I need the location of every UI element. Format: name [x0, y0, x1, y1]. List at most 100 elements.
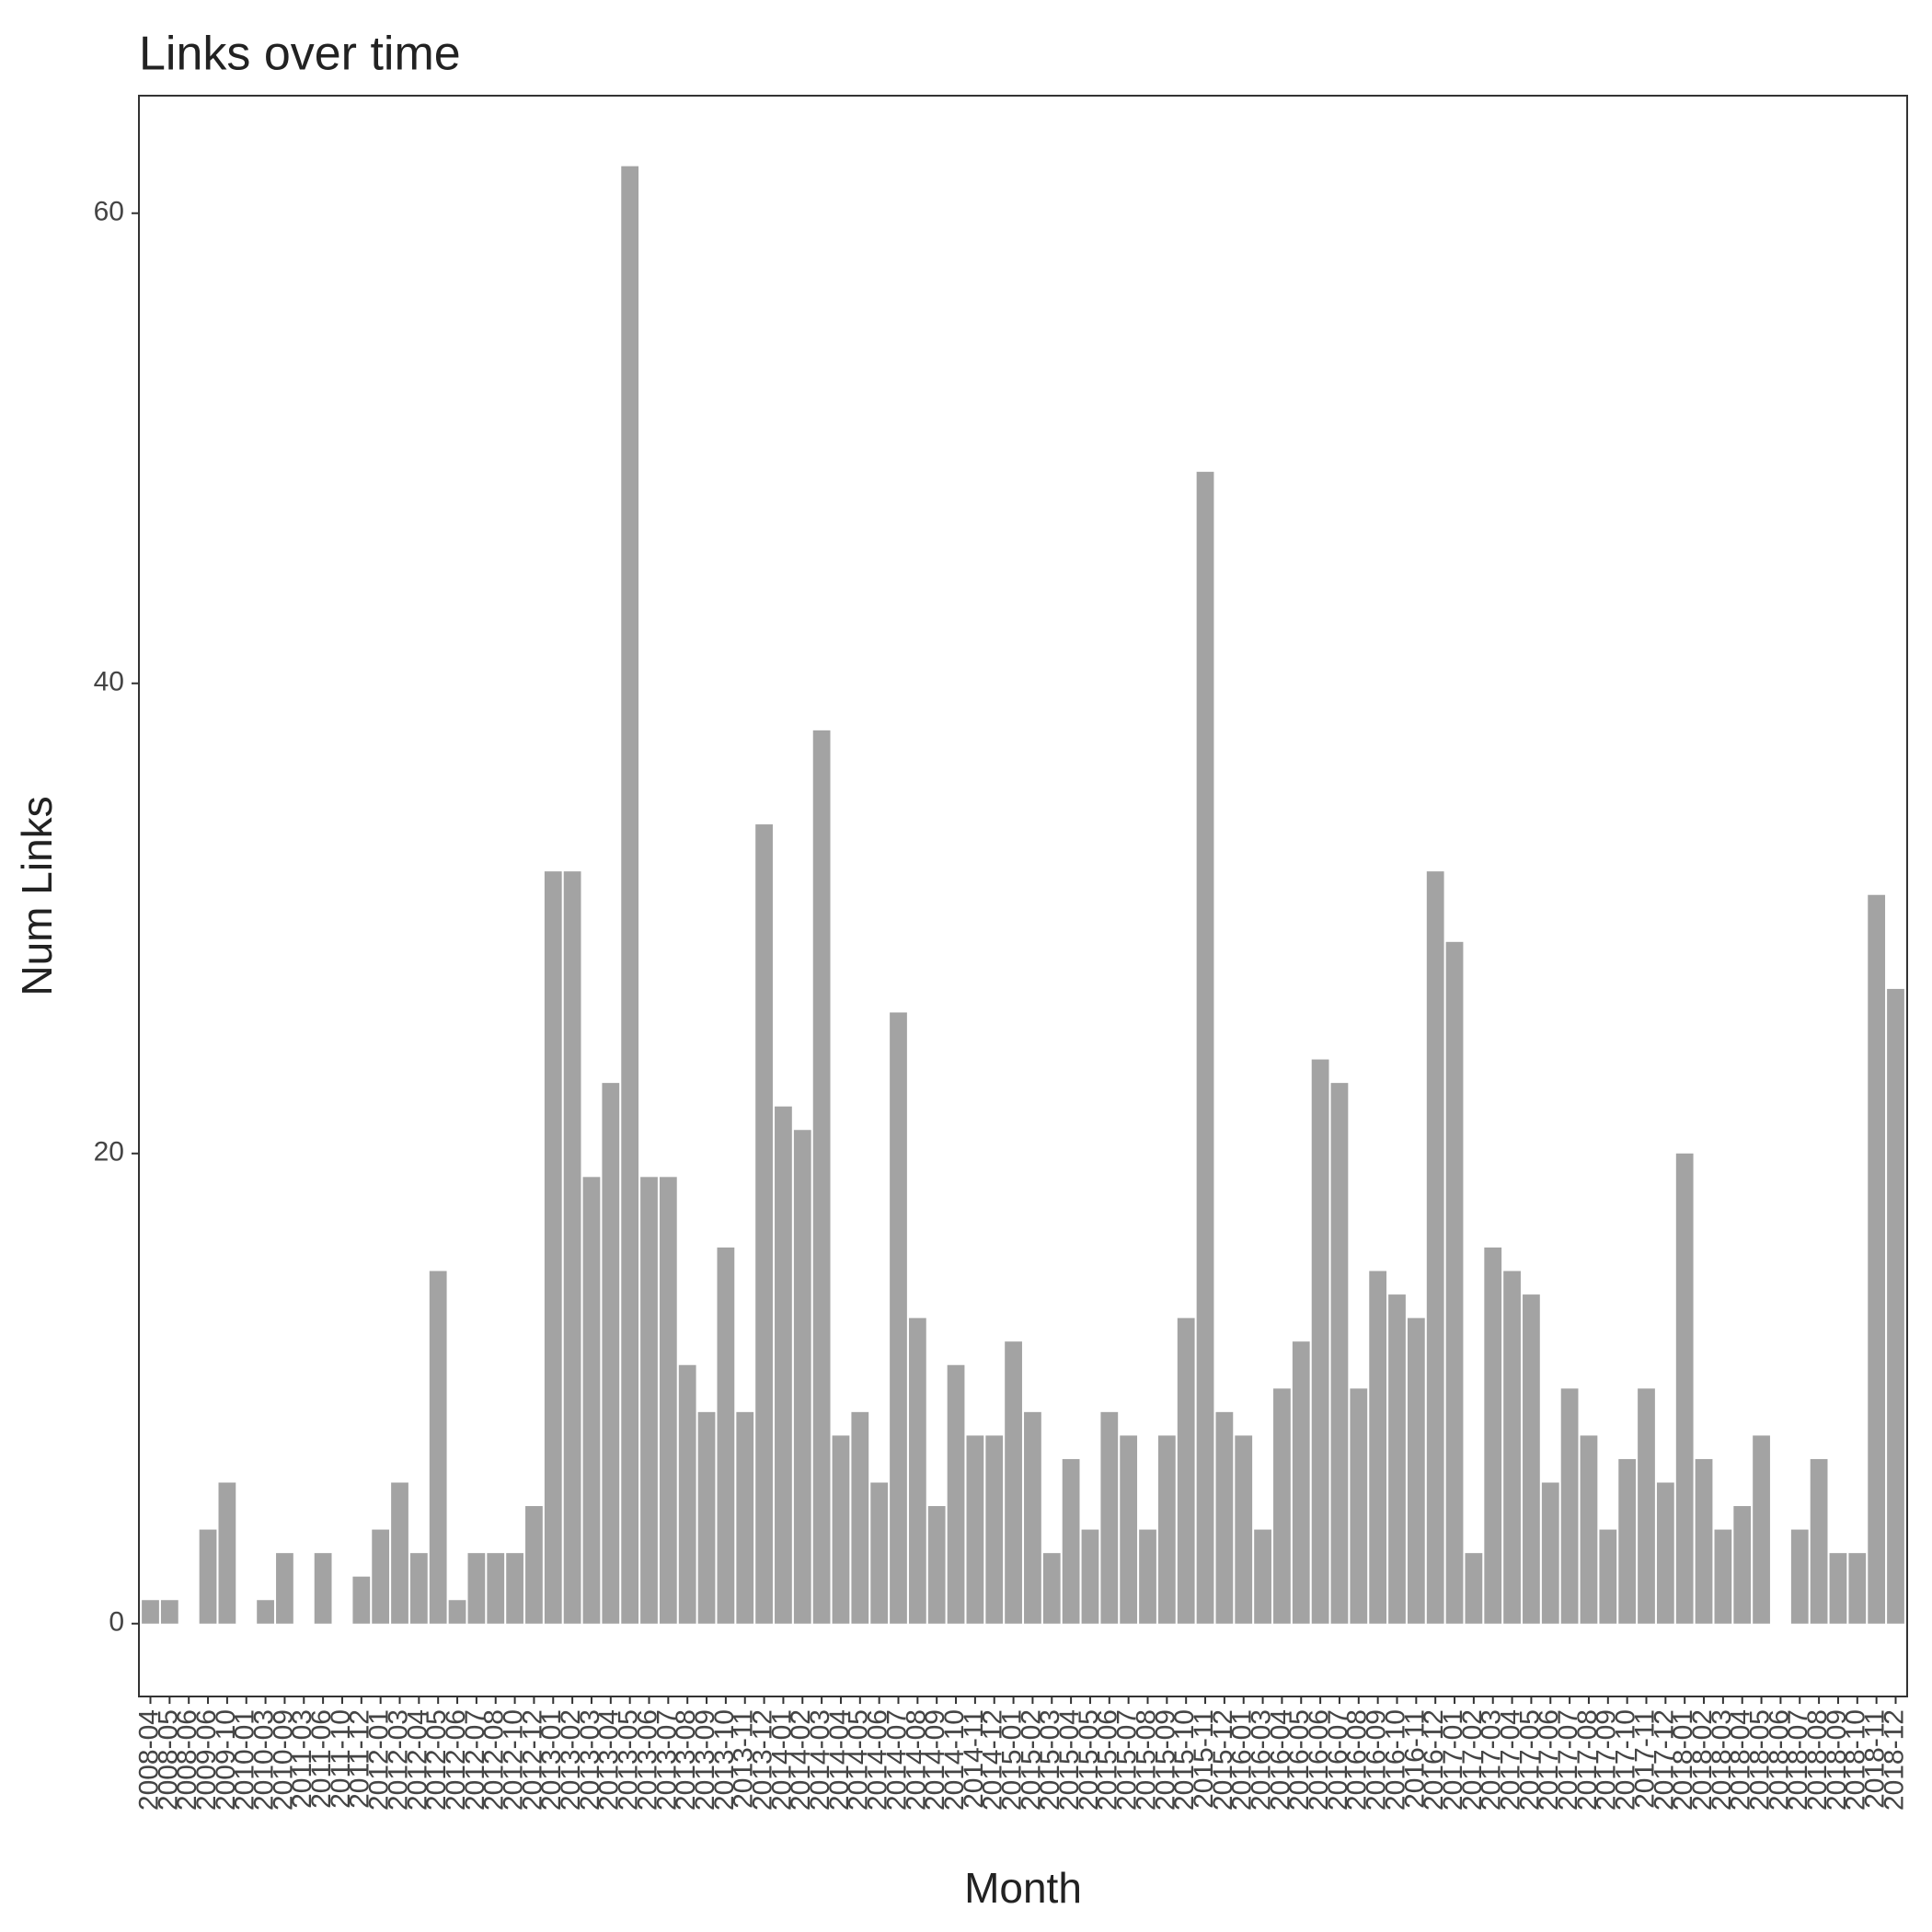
bar	[1445, 941, 1464, 1624]
x-tick-label: 2018-03	[1707, 1709, 1737, 1811]
bar	[1656, 1482, 1674, 1624]
bar	[1733, 1506, 1752, 1624]
bar	[1638, 1388, 1655, 1624]
x-tick-label: 2015-07	[1112, 1709, 1143, 1811]
bar	[908, 1317, 926, 1624]
x-tick-label: 2014-10	[939, 1709, 970, 1811]
bar	[832, 1435, 850, 1624]
x-tick-label: 2009-10	[211, 1709, 241, 1811]
bar	[582, 1177, 601, 1624]
x-tick-label: 2014-01	[766, 1709, 797, 1811]
x-tick-label: 2015-09	[1150, 1709, 1180, 1811]
bar	[314, 1553, 332, 1624]
x-tick-label: 2018-10	[1841, 1709, 1871, 1811]
x-tick-label: 2018-12	[1879, 1709, 1909, 1811]
bar	[1599, 1529, 1617, 1624]
y-axis-title: Num Links	[13, 796, 61, 995]
x-tick-label: 2014-11	[959, 1709, 989, 1809]
x-tick-label: 2011-12	[345, 1709, 375, 1809]
bar	[775, 1106, 792, 1624]
x-tick-label: 2017-08	[1572, 1709, 1603, 1811]
x-tick-label: 2012-06	[441, 1709, 471, 1811]
bar	[1810, 1458, 1828, 1624]
bar	[851, 1411, 869, 1624]
bar	[812, 730, 831, 1624]
x-tick-label: 2013-10	[709, 1709, 740, 1811]
x-tick-label: 2017-10	[1611, 1709, 1641, 1811]
x-tick-label: 2014-08	[901, 1709, 931, 1811]
bar	[1062, 1458, 1080, 1624]
bar	[142, 1600, 159, 1624]
x-tick-label: 2017-04	[1495, 1709, 1525, 1811]
x-tick-label: 2011-03	[287, 1709, 317, 1809]
x-tick-label: 2013-11	[729, 1709, 759, 1809]
bar	[1714, 1529, 1732, 1624]
bar	[1618, 1458, 1637, 1624]
x-tick-label: 2015-11	[1189, 1709, 1219, 1809]
bar	[1753, 1435, 1770, 1624]
x-tick-label: 2013-04	[594, 1709, 625, 1811]
x-tick-label: 2011-06	[306, 1709, 337, 1809]
bar	[391, 1482, 408, 1624]
x-tick-label: 2014-04	[824, 1709, 855, 1811]
bar	[890, 1012, 907, 1624]
x-tick-label: 2015-05	[1074, 1709, 1104, 1811]
bar	[736, 1411, 754, 1624]
x-tick-label: 2018-09	[1822, 1709, 1852, 1811]
x-tick-label: 2016-08	[1342, 1709, 1373, 1811]
x-tick-label: 2015-02	[1016, 1709, 1046, 1811]
bar	[1580, 1435, 1598, 1624]
bar	[409, 1553, 428, 1624]
bar	[1177, 1317, 1195, 1624]
x-tick-label: 2016-01	[1227, 1709, 1258, 1811]
bar	[1465, 1553, 1483, 1624]
bar	[1887, 988, 1904, 1624]
bar	[1790, 1529, 1809, 1624]
x-tick-label: 2013-08	[671, 1709, 701, 1811]
y-tick-label: 0	[109, 1607, 124, 1638]
y-tick-label: 40	[94, 667, 124, 697]
x-tick-label: 2013-02	[556, 1709, 586, 1811]
bar	[1196, 471, 1214, 1624]
bar	[870, 1482, 889, 1624]
x-tick-label: 2012-01	[364, 1709, 395, 1811]
x-tick-label: 2013-01	[536, 1709, 567, 1811]
x-axis-title: Month	[964, 1864, 1082, 1912]
bar	[1503, 1271, 1521, 1624]
x-tick-label: 2018-01	[1668, 1709, 1698, 1811]
bar	[1407, 1317, 1425, 1624]
bar	[525, 1506, 543, 1624]
x-tick-label: 2015-08	[1131, 1709, 1161, 1811]
x-tick-label: 2018-11	[1860, 1709, 1891, 1809]
bar	[257, 1600, 274, 1624]
x-tick-label: 2014-05	[844, 1709, 874, 1811]
bar	[506, 1553, 523, 1624]
x-tick-label: 2012-05	[421, 1709, 452, 1811]
x-tick-label: 2013-05	[614, 1709, 644, 1811]
x-tick-label: 2014-02	[786, 1709, 816, 1811]
x-tick-label: 2013-12	[748, 1709, 778, 1811]
x-tick-label: 2016-06	[1304, 1709, 1334, 1811]
bar	[621, 166, 639, 1624]
x-tick-label: 2014-03	[805, 1709, 835, 1811]
x-tick-label: 2015-03	[1035, 1709, 1065, 1811]
x-tick-label: 2016-03	[1246, 1709, 1276, 1811]
bar	[1081, 1529, 1099, 1624]
x-tick-label: 2015-06	[1093, 1709, 1123, 1811]
x-tick-label: 2016-05	[1284, 1709, 1315, 1811]
bar	[640, 1177, 658, 1624]
bar	[966, 1435, 984, 1624]
chart-title: Links over time	[139, 28, 461, 81]
bar	[1215, 1411, 1234, 1624]
bar	[1311, 1059, 1329, 1624]
y-tick-label: 60	[94, 197, 124, 227]
x-tick-label: 2018-02	[1687, 1709, 1718, 1811]
x-tick-label: 2014-09	[920, 1709, 950, 1811]
x-tick-label: 2012-03	[383, 1709, 413, 1811]
x-tick-label: 2011-10	[326, 1709, 356, 1809]
x-tick-label: 2013-07	[651, 1709, 682, 1811]
bar	[563, 871, 581, 1624]
x-tick-label: 2010-01	[230, 1709, 260, 1811]
bar	[1695, 1458, 1713, 1624]
